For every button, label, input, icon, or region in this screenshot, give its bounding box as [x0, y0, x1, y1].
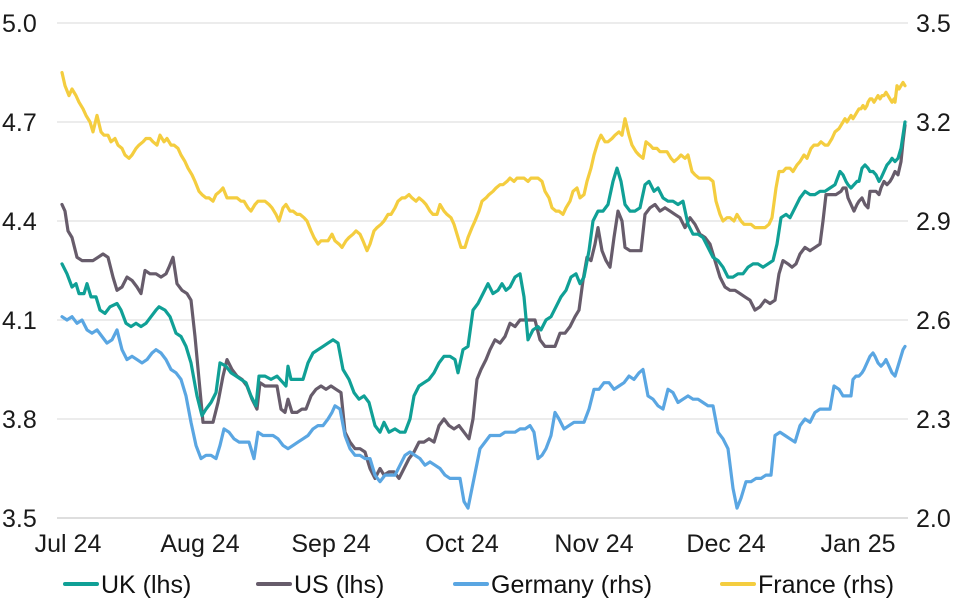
x-tick: Sep 24 [291, 530, 370, 558]
left-axis-ticks: 5.0 4.7 4.4 4.1 3.8 3.5 [2, 10, 37, 533]
legend-item-france: France (rhs) [720, 571, 894, 599]
legend: UK (lhs) US (lhs) Germany (rhs) France (… [63, 571, 894, 599]
x-tick: Nov 24 [554, 530, 633, 558]
right-tick: 2.6 [916, 307, 951, 335]
right-tick: 2.3 [916, 406, 951, 434]
series-line-uk [60, 120, 907, 434]
right-tick: 2.0 [916, 505, 951, 533]
series-line-us [60, 123, 907, 480]
left-tick: 4.1 [2, 307, 37, 335]
x-tick: Oct 24 [425, 530, 499, 558]
legend-label-france: France (rhs) [758, 571, 894, 599]
left-tick: 3.8 [2, 406, 37, 434]
x-tick: Jul 24 [35, 530, 102, 558]
gridlines [57, 22, 908, 519]
legend-label-us: US (lhs) [294, 571, 384, 599]
legend-label-uk: UK (lhs) [101, 571, 191, 599]
left-tick: 4.4 [2, 208, 37, 236]
left-tick: 5.0 [2, 10, 37, 38]
x-axis-ticks: Jul 24 Aug 24 Sep 24 Oct 24 Nov 24 Dec 2… [35, 530, 896, 558]
left-tick: 4.7 [2, 109, 37, 137]
legend-item-germany: Germany (rhs) [453, 571, 652, 599]
right-tick: 3.2 [916, 109, 951, 137]
series-line-france [60, 70, 907, 253]
x-tick: Jan 25 [820, 530, 895, 558]
left-tick: 3.5 [2, 505, 37, 533]
right-tick: 3.5 [916, 10, 951, 38]
x-tick: Aug 24 [160, 530, 239, 558]
right-tick: 2.9 [916, 208, 951, 236]
legend-item-us: US (lhs) [256, 571, 384, 599]
x-tick: Dec 24 [686, 530, 765, 558]
right-axis-ticks: 3.5 3.2 2.9 2.6 2.3 2.0 [916, 10, 951, 533]
legend-label-germany: Germany (rhs) [491, 571, 652, 599]
series-line-germany [60, 315, 907, 510]
series-lines [60, 70, 907, 510]
legend-item-uk: UK (lhs) [63, 571, 191, 599]
